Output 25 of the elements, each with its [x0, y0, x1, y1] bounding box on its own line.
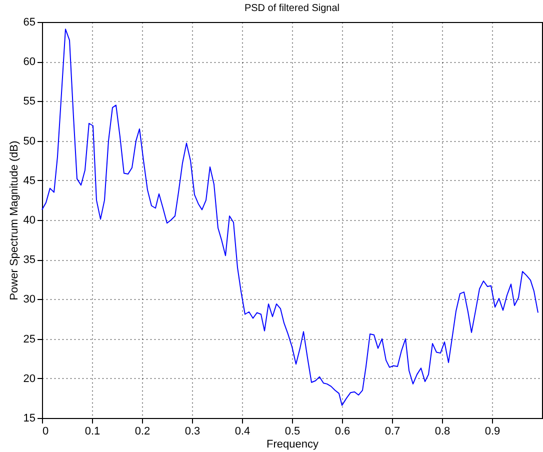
chart-title: PSD of filtered Signal — [244, 3, 340, 14]
y-tick-label: 20 — [23, 372, 36, 385]
line-series — [42, 28, 538, 406]
y-tick-label: 40 — [23, 214, 36, 226]
y-tick-label: 45 — [23, 174, 36, 187]
x-axis-title: Frequency — [266, 438, 319, 450]
y-tick-label: 30 — [23, 294, 36, 306]
x-tick-label: 0.5 — [284, 426, 300, 438]
x-tick-label: 0.1 — [84, 426, 100, 438]
x-tick-label: 0.7 — [384, 426, 400, 438]
x-tick-label: 0.3 — [184, 426, 200, 438]
x-tick-label: 0.2 — [134, 426, 150, 438]
y-tick-label: 25 — [23, 333, 36, 346]
y-axis-title: Power Spectrum Magnitude (dB) — [8, 140, 20, 300]
y-tick-label: 35 — [23, 254, 36, 266]
x-tick-label: 0.8 — [434, 426, 450, 438]
y-tick-label: 15 — [23, 412, 36, 424]
x-tick-label: 0 — [42, 426, 49, 438]
y-tick-label: 50 — [23, 135, 36, 148]
x-tick-label: 0.6 — [334, 426, 350, 438]
x-tick-label: 0.9 — [484, 426, 500, 438]
y-tick-label: 60 — [23, 56, 36, 68]
y-tick-label: 55 — [23, 96, 36, 108]
y-tick-label: 65 — [23, 16, 36, 28]
x-tick-label: 0.4 — [234, 426, 250, 438]
